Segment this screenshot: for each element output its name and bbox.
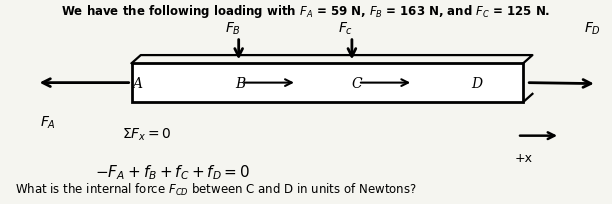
Text: A: A [132,77,141,91]
Text: $F_B$: $F_B$ [225,20,241,37]
Text: What is the internal force $F_{CD}$ between C and D in units of Newtons?: What is the internal force $F_{CD}$ betw… [15,182,417,198]
Text: $\Sigma F_x = 0$: $\Sigma F_x = 0$ [122,126,172,143]
Text: C: C [352,77,362,91]
Bar [132,63,523,102]
Text: D: D [471,77,482,91]
Text: $F_c$: $F_c$ [338,20,353,37]
Text: $F_A$: $F_A$ [40,114,56,131]
Text: $F_D$: $F_D$ [584,20,602,37]
Text: We have the following loading with $F_A$ = 59 N, $F_B$ = 163 N, and $F_C$ = 125 : We have the following loading with $F_A$… [61,3,551,20]
Text: $-F_A + f_B + f_C + f_D = 0$: $-F_A + f_B + f_C + f_D = 0$ [95,163,250,182]
Text: B: B [236,77,246,91]
Text: +x: +x [514,152,532,165]
